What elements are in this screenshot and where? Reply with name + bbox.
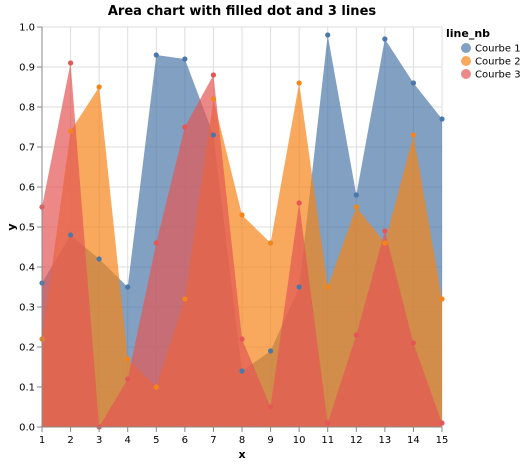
data-point xyxy=(125,376,131,382)
data-point xyxy=(410,132,417,138)
data-point xyxy=(353,332,359,338)
y-axis-title: y xyxy=(5,223,18,230)
data-point xyxy=(296,200,302,206)
data-point xyxy=(153,52,159,58)
data-point xyxy=(239,212,245,218)
data-point xyxy=(267,240,274,246)
data-point xyxy=(210,96,217,102)
y-tick-label: 0.8 xyxy=(19,103,35,114)
data-point xyxy=(410,340,417,346)
x-tick-label: 9 xyxy=(267,435,273,446)
data-point xyxy=(325,420,331,426)
y-tick-label: 0.3 xyxy=(19,303,35,314)
data-point xyxy=(325,284,331,290)
data-point xyxy=(182,296,188,302)
data-point xyxy=(182,124,188,130)
area-series xyxy=(42,83,442,427)
data-point xyxy=(439,296,445,302)
y-tick-label: 0.4 xyxy=(19,263,35,274)
data-point xyxy=(125,284,131,290)
data-point xyxy=(67,232,74,238)
legend-label: Courbe 1 xyxy=(475,44,521,55)
area-series xyxy=(42,63,442,427)
y-tick-label: 0.9 xyxy=(19,63,35,74)
x-tick-label: 1 xyxy=(39,435,45,446)
x-axis-title: x xyxy=(238,448,245,461)
data-point xyxy=(182,56,188,62)
x-tick-label: 13 xyxy=(378,435,391,446)
y-tick-label: 0.0 xyxy=(19,423,35,434)
data-point xyxy=(267,404,274,410)
x-tick-label: 8 xyxy=(239,435,245,446)
data-point xyxy=(382,228,388,234)
data-point xyxy=(239,368,245,374)
data-point xyxy=(382,240,388,246)
data-point xyxy=(125,356,131,362)
legend-label: Courbe 2 xyxy=(475,57,521,68)
x-tick-label: 12 xyxy=(350,435,363,446)
chart-title: Area chart with filled dot and 3 lines xyxy=(108,4,377,19)
legend-label: Courbe 3 xyxy=(475,70,521,81)
x-tick-label: 5 xyxy=(153,435,159,446)
data-point xyxy=(410,80,417,86)
data-point xyxy=(267,348,274,354)
area-layer xyxy=(42,35,442,427)
data-point xyxy=(382,36,388,42)
data-point xyxy=(153,240,159,246)
x-tick-label: 11 xyxy=(321,435,334,446)
data-point xyxy=(353,192,359,198)
y-tick-label: 0.2 xyxy=(19,343,35,354)
legend-swatch xyxy=(461,56,471,66)
x-tick-label: 4 xyxy=(125,435,131,446)
legend: line_nb Courbe 1 Courbe 2 Courbe 3 xyxy=(446,27,521,81)
legend-swatch xyxy=(461,43,471,53)
data-point xyxy=(353,204,359,210)
y-tick-label: 0.5 xyxy=(19,223,35,234)
data-point xyxy=(153,384,159,390)
data-point xyxy=(210,72,217,78)
data-point xyxy=(325,32,331,38)
x-tick-label: 14 xyxy=(407,435,420,446)
data-point xyxy=(67,60,74,66)
x-tick-label: 6 xyxy=(182,435,188,446)
x-tick-label: 3 xyxy=(96,435,102,446)
data-point xyxy=(439,116,445,122)
x-tick-label: 2 xyxy=(67,435,73,446)
data-point xyxy=(67,128,74,134)
y-tick-label: 1.0 xyxy=(19,23,35,34)
axes: 1 2 3 4 5 6 7 8 9 10 11 12 13 14 150.00.10.20.30.40.50… xyxy=(19,23,448,447)
data-point xyxy=(210,132,217,138)
y-tick-label: 0.6 xyxy=(19,183,35,194)
data-point xyxy=(96,84,102,90)
legend-swatch xyxy=(461,69,471,79)
data-point xyxy=(296,80,302,86)
data-point xyxy=(239,336,245,342)
data-point xyxy=(439,420,445,426)
legend-title: line_nb xyxy=(446,27,490,40)
y-tick-label: 0.1 xyxy=(19,383,35,394)
data-point xyxy=(296,284,302,290)
x-tick-label: 15 xyxy=(436,435,449,446)
point-layer xyxy=(39,32,445,430)
data-point xyxy=(96,256,102,262)
x-tick-label: 10 xyxy=(293,435,306,446)
x-tick-label: 7 xyxy=(210,435,216,446)
y-tick-label: 0.7 xyxy=(19,143,35,154)
